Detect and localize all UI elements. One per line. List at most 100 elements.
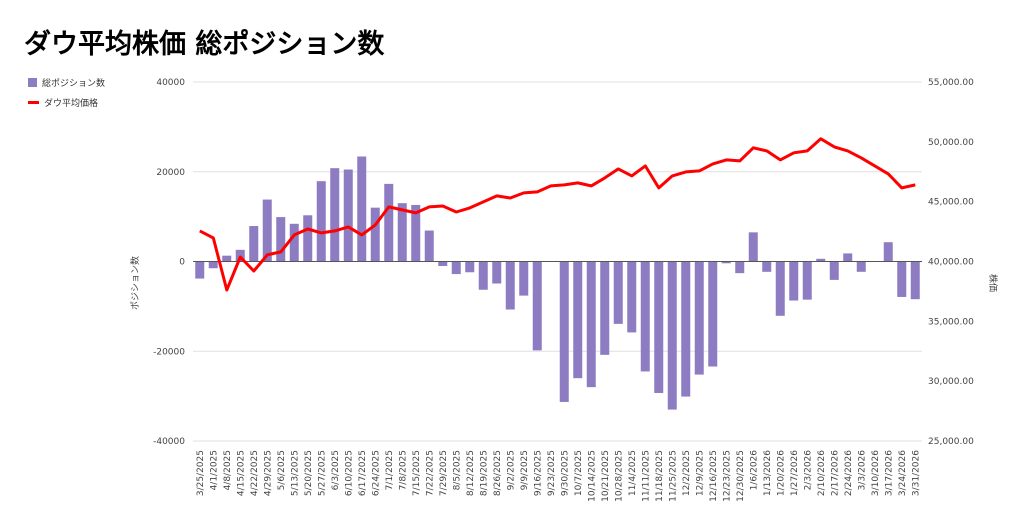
x-axis-tick: 6/24/2025 bbox=[371, 450, 381, 496]
bar bbox=[735, 261, 745, 274]
left-axis-title: ポジション数 bbox=[129, 256, 141, 310]
bar bbox=[370, 207, 380, 262]
x-axis-tick: 12/30/2025 bbox=[736, 450, 746, 502]
x-axis-tick: 9/30/2025 bbox=[560, 450, 570, 496]
right-axis-tick: 25,000.00 bbox=[928, 437, 974, 447]
bar bbox=[465, 261, 475, 273]
x-axis-tick: 2/10/2026 bbox=[817, 450, 827, 496]
legend-label: 総ポジション数 bbox=[42, 79, 106, 89]
bar bbox=[600, 261, 610, 355]
left-axis-tick: 0 bbox=[179, 258, 185, 268]
bar bbox=[249, 226, 259, 262]
bar bbox=[708, 261, 718, 367]
x-axis-tick: 4/1/2025 bbox=[209, 450, 219, 490]
bar bbox=[357, 156, 367, 262]
x-axis-tick: 10/21/2025 bbox=[601, 450, 611, 502]
bar bbox=[492, 261, 502, 284]
bar bbox=[478, 261, 488, 290]
x-axis-tick: 7/1/2025 bbox=[385, 450, 395, 490]
x-axis-tick: 12/23/2025 bbox=[722, 450, 732, 502]
x-axis-tick: 9/23/2025 bbox=[547, 450, 557, 496]
x-axis-tick: 2/3/2026 bbox=[803, 450, 813, 491]
legend-item-dow: ダウ平均価格 bbox=[28, 96, 98, 109]
x-axis-tick: 5/6/2025 bbox=[277, 450, 287, 490]
bar bbox=[694, 261, 704, 375]
legend-swatch-bar bbox=[28, 78, 37, 87]
x-axis-tick: 10/14/2025 bbox=[587, 450, 597, 502]
x-axis-tick: 3/3/2026 bbox=[857, 450, 867, 491]
chart-title: ダウ平均株価 総ポジション数 bbox=[24, 29, 385, 60]
legend-label: ダウ平均価格 bbox=[44, 99, 99, 109]
x-axis-tick: 4/8/2025 bbox=[223, 450, 233, 490]
x-axis-tick: 3/25/2025 bbox=[196, 450, 206, 496]
x-axis-tick: 12/2/2025 bbox=[682, 450, 692, 496]
bar bbox=[384, 183, 394, 262]
bar bbox=[276, 217, 286, 262]
right-axis-tick: 55,000.00 bbox=[928, 78, 974, 88]
bar bbox=[316, 181, 326, 262]
bar bbox=[559, 261, 569, 402]
x-axis-tick: 12/9/2025 bbox=[695, 450, 705, 496]
bar bbox=[289, 223, 299, 262]
bar bbox=[519, 261, 529, 296]
x-axis-tick: 9/16/2025 bbox=[533, 450, 543, 496]
left-axis-tick: -20000 bbox=[153, 347, 185, 357]
x-axis-tick: 11/18/2025 bbox=[655, 450, 665, 502]
bar bbox=[411, 204, 421, 262]
bar bbox=[627, 261, 637, 333]
x-axis-tick: 4/15/2025 bbox=[236, 450, 246, 496]
left-axis-tick: 20000 bbox=[156, 168, 185, 178]
bar bbox=[586, 261, 596, 388]
dow-line bbox=[199, 137, 916, 292]
bar bbox=[843, 253, 853, 262]
right-axis-tick: 50,000.00 bbox=[928, 138, 974, 148]
bar bbox=[721, 261, 731, 264]
x-axis-tick: 8/26/2025 bbox=[493, 450, 503, 496]
x-axis-tick: 7/15/2025 bbox=[412, 450, 422, 496]
x-axis-tick: 5/27/2025 bbox=[317, 450, 327, 496]
left-axis-tick: 40000 bbox=[156, 78, 185, 88]
x-axis-tick: 11/25/2025 bbox=[668, 450, 678, 502]
bar bbox=[816, 258, 826, 262]
x-axis-tick: 3/17/2026 bbox=[884, 450, 894, 496]
bar bbox=[789, 261, 799, 301]
bar bbox=[802, 261, 812, 300]
bar bbox=[910, 261, 920, 300]
x-axis-tick: 6/3/2025 bbox=[331, 450, 341, 490]
bar bbox=[762, 261, 772, 272]
x-axis-tick: 7/29/2025 bbox=[439, 450, 449, 496]
bar bbox=[640, 261, 650, 372]
x-axis-tick: 3/24/2026 bbox=[898, 450, 908, 496]
bar bbox=[748, 232, 758, 262]
x-axis-tick: 6/10/2025 bbox=[344, 450, 354, 496]
bar bbox=[573, 261, 583, 379]
left-axis-tick: -40000 bbox=[153, 437, 185, 447]
x-axis-tick: 1/13/2026 bbox=[763, 450, 773, 496]
legend-swatch-line bbox=[28, 101, 39, 104]
x-axis-tick: 11/4/2025 bbox=[628, 450, 638, 496]
bar bbox=[397, 203, 407, 262]
x-axis-tick: 10/7/2025 bbox=[574, 450, 584, 496]
bar bbox=[829, 261, 839, 280]
x-axis-tick: 9/2/2025 bbox=[506, 450, 516, 490]
right-axis-tick: 40,000.00 bbox=[928, 258, 974, 268]
bar bbox=[505, 261, 515, 310]
x-axis-tick: 12/16/2025 bbox=[709, 450, 719, 502]
x-axis-tick: 2/17/2026 bbox=[830, 450, 840, 496]
right-axis-tick: 30,000.00 bbox=[928, 377, 974, 387]
bar bbox=[775, 261, 785, 316]
x-axis-tick: 8/12/2025 bbox=[466, 450, 476, 496]
x-axis-tick: 1/20/2026 bbox=[776, 450, 786, 496]
x-axis-tick: 9/9/2025 bbox=[520, 450, 530, 490]
bar bbox=[667, 261, 677, 410]
bar bbox=[532, 261, 542, 351]
bar bbox=[222, 255, 232, 262]
bar bbox=[208, 261, 218, 269]
right-axis-title: 株価 bbox=[987, 274, 999, 292]
bar bbox=[654, 261, 664, 393]
x-axis-tick: 4/29/2025 bbox=[263, 450, 273, 496]
bar bbox=[613, 261, 623, 324]
bar bbox=[330, 168, 340, 262]
x-axis-tick: 3/31/2026 bbox=[911, 450, 921, 496]
